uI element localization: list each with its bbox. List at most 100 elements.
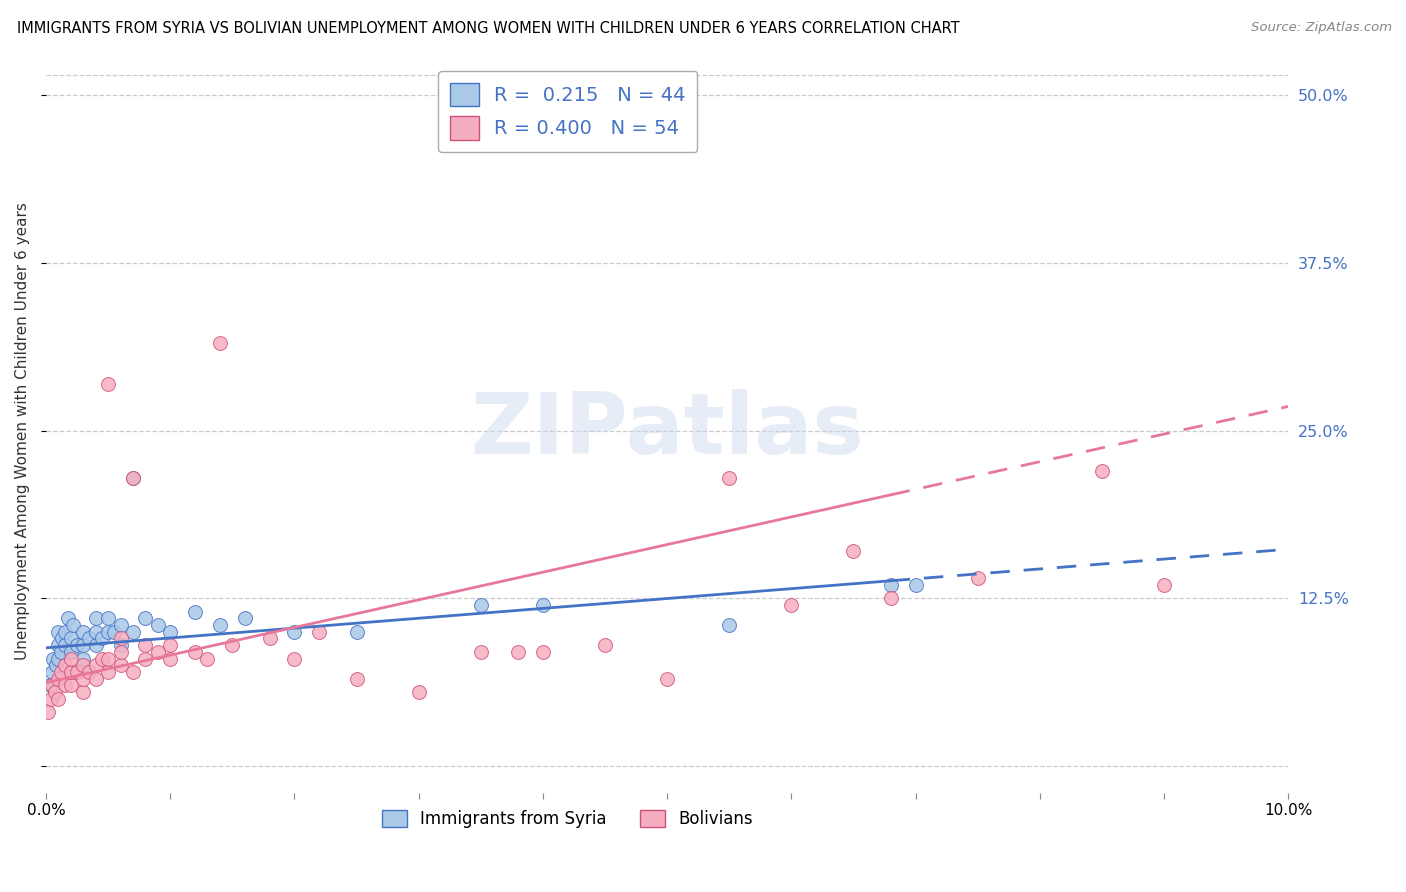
Point — [470, 598, 492, 612]
Point — [122, 470, 145, 484]
Point — [470, 645, 492, 659]
Point — [48, 638, 70, 652]
Point — [72, 624, 94, 639]
Point — [97, 376, 120, 391]
Point — [42, 651, 65, 665]
Point — [110, 658, 132, 673]
Point — [208, 336, 231, 351]
Point — [197, 651, 219, 665]
Point — [72, 638, 94, 652]
Point — [346, 624, 368, 639]
Point — [110, 632, 132, 646]
Point — [159, 638, 181, 652]
Point — [122, 470, 145, 484]
Point — [90, 651, 112, 665]
Point — [103, 624, 125, 639]
Point — [283, 624, 305, 639]
Point — [84, 658, 107, 673]
Point — [48, 624, 70, 639]
Point — [59, 632, 82, 646]
Point — [58, 611, 80, 625]
Point — [79, 665, 101, 679]
Point — [66, 665, 89, 679]
Point — [48, 691, 70, 706]
Point — [90, 632, 112, 646]
Point — [53, 624, 76, 639]
Point — [904, 578, 927, 592]
Point — [41, 665, 63, 679]
Point — [53, 678, 76, 692]
Point — [593, 638, 616, 652]
Point — [44, 685, 66, 699]
Point — [38, 678, 60, 692]
Point — [308, 624, 330, 639]
Point — [72, 651, 94, 665]
Point — [97, 624, 120, 639]
Point — [1091, 464, 1114, 478]
Point — [110, 638, 132, 652]
Text: Source: ZipAtlas.com: Source: ZipAtlas.com — [1251, 21, 1392, 34]
Point — [718, 470, 741, 484]
Point — [59, 651, 82, 665]
Text: ZIPatlas: ZIPatlas — [470, 389, 863, 472]
Point — [72, 672, 94, 686]
Point — [84, 672, 107, 686]
Point — [184, 605, 207, 619]
Point — [221, 638, 243, 652]
Point — [134, 651, 156, 665]
Point — [184, 645, 207, 659]
Point — [122, 665, 145, 679]
Point — [159, 624, 181, 639]
Point — [48, 651, 70, 665]
Point — [51, 632, 73, 646]
Point — [780, 598, 803, 612]
Point — [208, 618, 231, 632]
Point — [97, 651, 120, 665]
Point — [97, 665, 120, 679]
Point — [97, 611, 120, 625]
Point — [134, 638, 156, 652]
Point — [146, 645, 169, 659]
Point — [346, 672, 368, 686]
Point — [79, 632, 101, 646]
Point — [66, 638, 89, 652]
Point — [84, 611, 107, 625]
Point — [62, 618, 84, 632]
Point — [84, 624, 107, 639]
Point — [49, 665, 72, 679]
Point — [39, 691, 62, 706]
Point — [53, 658, 76, 673]
Point — [59, 665, 82, 679]
Point — [110, 618, 132, 632]
Point — [53, 638, 76, 652]
Text: IMMIGRANTS FROM SYRIA VS BOLIVIAN UNEMPLOYMENT AMONG WOMEN WITH CHILDREN UNDER 6: IMMIGRANTS FROM SYRIA VS BOLIVIAN UNEMPL… — [17, 21, 959, 36]
Point — [880, 578, 903, 592]
Point — [655, 672, 678, 686]
Legend: Immigrants from Syria, Bolivians: Immigrants from Syria, Bolivians — [375, 804, 761, 835]
Point — [283, 651, 305, 665]
Point — [45, 658, 67, 673]
Point — [718, 618, 741, 632]
Point — [408, 685, 430, 699]
Point — [259, 632, 281, 646]
Point — [84, 638, 107, 652]
Point — [37, 705, 59, 719]
Point — [159, 651, 181, 665]
Point — [41, 678, 63, 692]
Point — [49, 645, 72, 659]
Point — [59, 678, 82, 692]
Point — [59, 645, 82, 659]
Point — [531, 598, 554, 612]
Point — [146, 618, 169, 632]
Point — [72, 658, 94, 673]
Point — [531, 645, 554, 659]
Point — [1153, 578, 1175, 592]
Point — [880, 591, 903, 606]
Point — [842, 544, 865, 558]
Point — [110, 645, 132, 659]
Point — [233, 611, 256, 625]
Y-axis label: Unemployment Among Women with Children Under 6 years: Unemployment Among Women with Children U… — [15, 202, 30, 659]
Point — [134, 611, 156, 625]
Point — [48, 672, 70, 686]
Point — [506, 645, 529, 659]
